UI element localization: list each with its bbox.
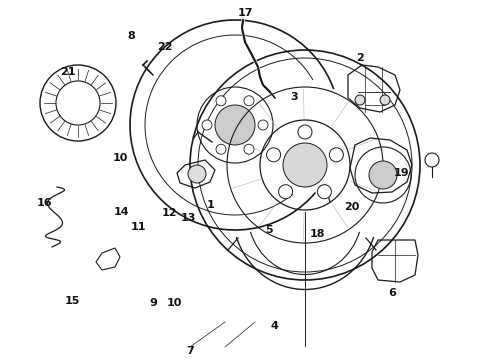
Ellipse shape <box>369 161 397 189</box>
Text: 12: 12 <box>162 208 177 218</box>
Ellipse shape <box>279 185 293 199</box>
Text: 21: 21 <box>60 67 75 77</box>
Text: 14: 14 <box>114 207 129 217</box>
Text: 18: 18 <box>310 229 325 239</box>
Text: 17: 17 <box>237 8 253 18</box>
Ellipse shape <box>215 105 255 145</box>
Text: 20: 20 <box>344 202 360 212</box>
Ellipse shape <box>216 144 226 154</box>
Ellipse shape <box>355 95 365 105</box>
Text: 1: 1 <box>207 200 215 210</box>
Text: 9: 9 <box>149 298 157 308</box>
Ellipse shape <box>244 144 254 154</box>
Text: 7: 7 <box>186 346 194 356</box>
Text: 10: 10 <box>167 298 182 308</box>
Text: 2: 2 <box>356 53 364 63</box>
Ellipse shape <box>188 165 206 183</box>
Ellipse shape <box>244 96 254 106</box>
Ellipse shape <box>318 185 331 199</box>
Text: 15: 15 <box>65 296 80 306</box>
Ellipse shape <box>380 95 390 105</box>
Text: 13: 13 <box>181 213 196 223</box>
Ellipse shape <box>267 148 281 162</box>
Ellipse shape <box>298 125 312 139</box>
Text: 8: 8 <box>127 31 135 41</box>
Text: 4: 4 <box>270 321 278 331</box>
Text: 16: 16 <box>36 198 52 208</box>
Ellipse shape <box>258 120 268 130</box>
Text: 10: 10 <box>112 153 128 163</box>
Ellipse shape <box>202 120 212 130</box>
Text: 19: 19 <box>394 168 410 178</box>
Text: 11: 11 <box>130 222 146 232</box>
Ellipse shape <box>425 153 439 167</box>
Text: 5: 5 <box>265 225 272 235</box>
Text: 22: 22 <box>157 42 173 52</box>
Text: 6: 6 <box>388 288 396 298</box>
Text: 3: 3 <box>290 92 298 102</box>
Ellipse shape <box>283 143 327 187</box>
Ellipse shape <box>216 96 226 106</box>
Ellipse shape <box>329 148 343 162</box>
